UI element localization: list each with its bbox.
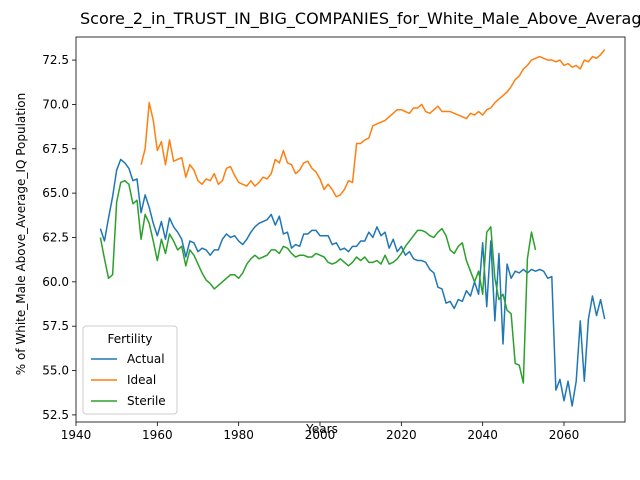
plot-frame [75,36,626,423]
y-tick-label: 62.5 [42,230,69,244]
x-tick-label: 2040 [467,428,498,442]
x-tick-label: 1960 [142,428,173,442]
legend-box [82,325,178,415]
series-line-ideal [140,48,606,198]
x-tick-label: 1940 [61,428,92,442]
y-tick-label: 72.5 [42,53,69,67]
x-tick-label: 2020 [386,428,417,442]
series-line-actual [99,158,606,407]
x-tick-label: 1980 [223,428,254,442]
chart-title: Score_2_in_TRUST_IN_BIG_COMPANIES_for_Wh… [80,9,640,29]
y-tick-label: 70.0 [42,97,69,111]
y-tick-label: 60.0 [42,275,69,289]
plot-area [75,36,626,423]
y-tick-label: 52.5 [42,408,69,422]
y-tick-label: 55.0 [42,364,69,378]
legend-label-sterile: Sterile [127,394,166,408]
y-tick-label: 67.5 [42,142,69,156]
legend-label-actual: Actual [127,352,165,366]
y-axis: 52.5 55.0 57.5 60.0 62.5 65.0 67.5 70.0 72.5 [42,53,76,422]
series-line-sterile [99,179,537,384]
legend-title: Fertility [107,332,152,346]
legend-label-ideal: Ideal [127,373,156,387]
x-tick-label: 2000 [305,428,336,442]
x-tick-label: 2060 [549,428,580,442]
y-axis-label: % of White_Male Above_Average_IQ Populat… [14,93,28,376]
legend: Fertility Actual Ideal Sterile [82,325,178,415]
x-axis-label: Years [305,422,338,436]
y-tick-label: 57.5 [42,319,69,333]
x-axis: 1940 1960 1980 2000 2020 2040 2060 [61,422,580,442]
y-tick-label: 65.0 [42,186,69,200]
